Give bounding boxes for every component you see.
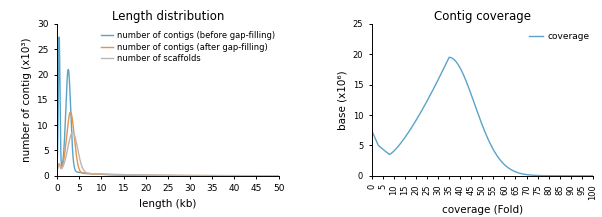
number of scaffolds — [275, 174, 282, 177]
number of scaffolds — [69, 131, 76, 133]
Title: Contig coverage: Contig coverage — [434, 10, 531, 23]
number of contigs (after gap-filling) — [275, 174, 282, 177]
number of contigs (before gap-filling) — [55, 36, 63, 38]
coverage — [445, 56, 453, 59]
coverage — [589, 174, 597, 177]
number of contigs (after gap-filling) — [54, 168, 61, 171]
number of contigs (after gap-filling) — [148, 174, 155, 177]
number of contigs (before gap-filling) — [54, 161, 61, 164]
Line: coverage: coverage — [371, 57, 593, 176]
number of contigs (before gap-filling) — [275, 174, 282, 177]
Line: number of contigs (before gap-filling): number of contigs (before gap-filling) — [57, 37, 279, 176]
X-axis label: length (kb): length (kb) — [139, 199, 197, 209]
number of contigs (before gap-filling) — [138, 174, 146, 177]
Legend: coverage: coverage — [526, 28, 593, 45]
coverage — [406, 129, 414, 131]
coverage — [585, 174, 592, 177]
coverage — [453, 61, 460, 64]
Y-axis label: number of contig (x10³): number of contig (x10³) — [22, 38, 32, 162]
coverage — [393, 147, 400, 149]
Legend: number of contigs (before gap-filling), number of contigs (after gap-filling), n: number of contigs (before gap-filling), … — [98, 28, 279, 67]
number of scaffolds — [247, 174, 254, 177]
number of scaffolds — [54, 168, 61, 171]
number of contigs (after gap-filling) — [138, 174, 146, 176]
number of contigs (before gap-filling) — [79, 172, 86, 174]
number of contigs (after gap-filling) — [271, 174, 278, 177]
number of contigs (after gap-filling) — [247, 174, 254, 177]
number of scaffolds — [92, 173, 99, 175]
number of scaffolds — [271, 174, 278, 177]
Y-axis label: base (x10⁶): base (x10⁶) — [337, 70, 347, 130]
coverage — [368, 129, 375, 132]
number of contigs (after gap-filling) — [67, 111, 74, 113]
number of contigs (before gap-filling) — [247, 174, 254, 177]
coverage — [462, 80, 470, 82]
number of contigs (before gap-filling) — [148, 174, 155, 177]
number of scaffolds — [79, 167, 86, 169]
Title: Length distribution: Length distribution — [112, 10, 224, 23]
Line: number of scaffolds: number of scaffolds — [57, 132, 279, 176]
number of contigs (after gap-filling) — [79, 172, 86, 174]
number of contigs (before gap-filling) — [271, 174, 278, 177]
Line: number of contigs (after gap-filling): number of contigs (after gap-filling) — [57, 112, 279, 176]
number of contigs (after gap-filling) — [92, 173, 99, 175]
number of scaffolds — [148, 174, 155, 176]
number of scaffolds — [138, 174, 146, 176]
number of contigs (before gap-filling) — [92, 173, 99, 175]
coverage — [561, 174, 568, 177]
X-axis label: coverage (Fold): coverage (Fold) — [442, 205, 523, 215]
